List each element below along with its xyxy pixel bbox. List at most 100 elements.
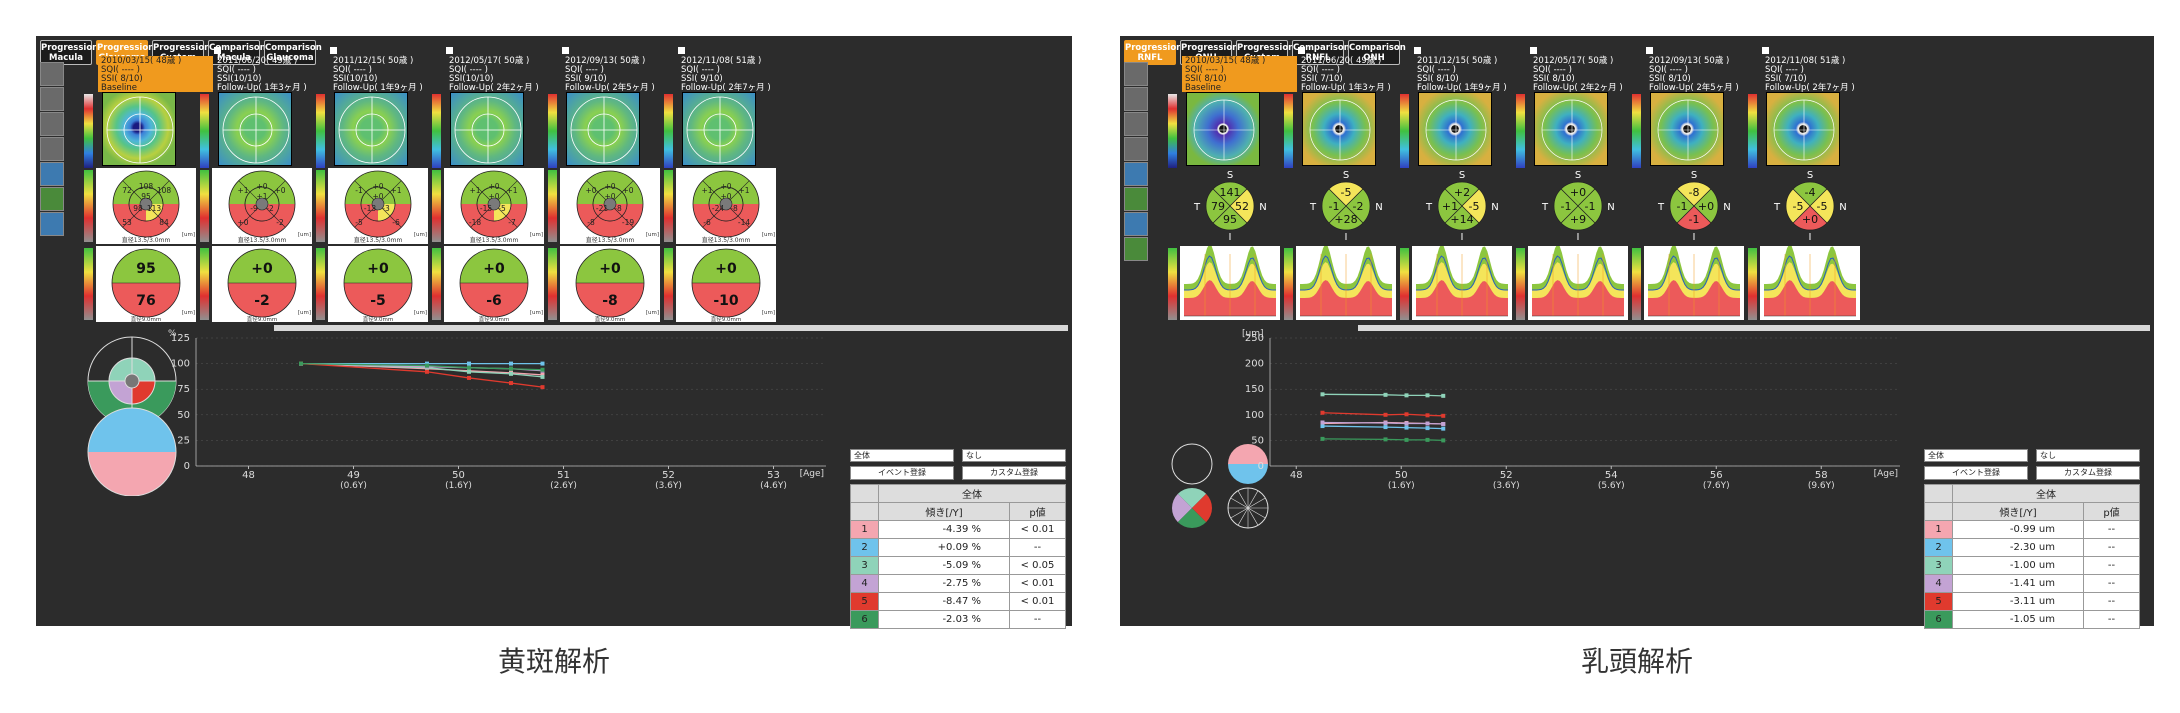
unit-label: [um]: [298, 310, 311, 316]
fundus-icon[interactable]: [40, 87, 64, 111]
significance-icon[interactable]: [1124, 187, 1148, 211]
region-select[interactable]: 全体: [850, 449, 954, 462]
quadrant-t-letter: T: [1541, 202, 1549, 213]
tab-comparison-glaucoma[interactable]: Comparison Glaucoma: [264, 40, 322, 65]
deviation-icon[interactable]: [40, 162, 64, 186]
scan-follow: Follow-Up( 2年5ヶ月 ): [565, 83, 655, 93]
x-tick-sublabel: (4.6Y): [760, 481, 787, 491]
quadrant-t-letter: T: [1425, 202, 1433, 213]
table-row[interactable]: 1 -4.39 % < 0.01: [850, 520, 1066, 539]
register-event-button[interactable]: イベント登録: [1924, 466, 2028, 480]
scan-select-checkbox[interactable]: [1414, 47, 1421, 54]
slope-header: 傾き[/Y]: [1952, 502, 2084, 521]
thickness-icon[interactable]: [1124, 137, 1148, 161]
color-scale-bar: [1748, 248, 1757, 320]
gcc-superior-value: +0: [599, 261, 621, 277]
sector-value: -9: [250, 204, 258, 213]
gcc-summary-box: +0 -10 直径9.0mm [um]: [676, 246, 776, 323]
x-tick-sublabel: (0.6Y): [340, 481, 367, 491]
deviation-icon[interactable]: [1124, 162, 1148, 186]
scan-select-checkbox[interactable]: [1530, 47, 1537, 54]
register-event-button[interactable]: イベント登録: [850, 466, 954, 480]
table-row[interactable]: 3 -5.09 % < 0.05: [850, 556, 1066, 575]
row-index: 3: [850, 556, 879, 575]
color-scale-bar: [200, 94, 209, 168]
grid-caption: 直径13.5/3.0mm: [238, 236, 287, 244]
data-point: [467, 369, 471, 374]
fundus-icon[interactable]: [1124, 87, 1148, 111]
quadrant-n-letter: N: [1375, 202, 1382, 213]
data-point: [1320, 420, 1325, 425]
table-row[interactable]: 4 -1.41 um --: [1924, 574, 2140, 593]
register-custom-button[interactable]: カスタム登録: [962, 466, 1066, 480]
y-tick-label: 0: [184, 461, 190, 472]
unit-label: [um]: [182, 232, 195, 238]
table-row[interactable]: 1 -0.99 um --: [1924, 520, 2140, 539]
analysis-icon[interactable]: [1124, 237, 1148, 261]
scan-ssi: SSI( 8/10): [1533, 74, 1575, 84]
x-tick-sublabel: (5.6Y): [1598, 481, 1625, 491]
data-point: [1383, 437, 1388, 442]
row-index: 1: [1924, 520, 1953, 539]
register-custom-button[interactable]: カスタム登録: [2036, 466, 2140, 480]
gcc-caption: 直径9.0mm: [479, 315, 509, 322]
scan-select-checkbox[interactable]: [446, 47, 453, 54]
data-point: [509, 361, 513, 366]
scan-info-3: 2012/05/17( 50歳 ) SQI( ---- ) SSI( 8/10) Fo…: [1530, 56, 1645, 93]
quadrant-s-letter: S: [1459, 170, 1465, 181]
change-icon[interactable]: [1124, 212, 1148, 236]
analysis-icon[interactable]: [40, 62, 64, 86]
overlay-icon[interactable]: [40, 112, 64, 136]
scan-select-checkbox[interactable]: [330, 47, 337, 54]
scan-select-checkbox[interactable]: [678, 47, 685, 54]
rnfl-quadrant-box: 141 52 95 79 S I T N: [1180, 168, 1280, 244]
tsnit-profile-plot: [1180, 244, 1280, 320]
scan-info-5: 2012/11/08( 51歳 ) SQI( ---- ) SSI( 9/10) Fo…: [678, 56, 793, 93]
table-row[interactable]: 6 -1.05 um --: [1924, 610, 2140, 629]
table-row[interactable]: 3 -1.00 um --: [1924, 556, 2140, 575]
table-row[interactable]: 2 +0.09 % --: [850, 538, 1066, 557]
tab-comparison-onh[interactable]: Comparison ONH: [1348, 40, 1406, 65]
event-select[interactable]: なし: [962, 449, 1066, 462]
data-point: [1404, 437, 1409, 442]
quadrant-n-value: -2: [1353, 200, 1364, 213]
table-row[interactable]: 6 -2.03 % --: [850, 610, 1066, 629]
scan-select-checkbox[interactable]: [1762, 47, 1769, 54]
table-row[interactable]: 2 -2.30 um --: [1924, 538, 2140, 557]
overlay-icon[interactable]: [1124, 112, 1148, 136]
rnfl-quadrant-box: +2 -5 +14 +1 S I T N: [1412, 168, 1512, 244]
grid-caption: 直径13.5/3.0mm: [702, 236, 751, 244]
scan-select-checkbox[interactable]: [1646, 47, 1653, 54]
horizontal-scrollbar[interactable]: [1358, 325, 2150, 331]
tab-progression-macula[interactable]: Progression Macula: [40, 40, 98, 65]
analysis-icon[interactable]: [1124, 62, 1148, 86]
table-row[interactable]: 5 -3.11 um --: [1924, 592, 2140, 611]
y-tick-label: 125: [171, 333, 190, 344]
change-icon[interactable]: [40, 212, 64, 236]
sector-value: +1: [701, 186, 712, 195]
macula-thickness-map: [334, 92, 408, 166]
region-select[interactable]: 全体: [1924, 449, 2028, 462]
table-row[interactable]: 4 -2.75 % < 0.01: [850, 574, 1066, 593]
tsnit-profile-plot: [1412, 244, 1512, 320]
slope-value: -1.41 um: [1952, 574, 2084, 593]
scan-select-checkbox[interactable]: [1298, 47, 1305, 54]
significance-icon[interactable]: [40, 187, 64, 211]
tab-progression-rnfl[interactable]: Progression RNFL: [1124, 40, 1182, 65]
event-select[interactable]: なし: [2036, 449, 2140, 462]
scan-sqi: SQI( ---- ): [333, 65, 372, 75]
quadrant-n-letter: N: [1259, 202, 1266, 213]
scan-select-checkbox[interactable]: [562, 47, 569, 54]
data-point: [1441, 438, 1446, 443]
sector-legend-diagram: [87, 336, 177, 496]
color-scale-bar: [1400, 94, 1409, 168]
gcc-superior-value: +0: [483, 261, 505, 277]
y-tick-label: 75: [177, 384, 190, 395]
scan-follow: Follow-Up( 2年7ヶ月 ): [1765, 83, 1855, 93]
macula-thickness-map: [218, 92, 292, 166]
table-row[interactable]: 5 -8.47 % < 0.01: [850, 592, 1066, 611]
quadrant-s-letter: S: [1343, 170, 1349, 181]
horizontal-scrollbar[interactable]: [274, 325, 1068, 331]
thickness-icon[interactable]: [40, 137, 64, 161]
scan-select-checkbox[interactable]: [214, 47, 221, 54]
